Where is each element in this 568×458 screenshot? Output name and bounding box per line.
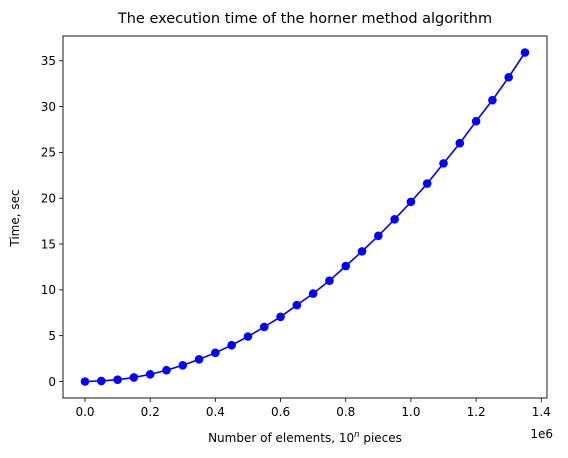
x-tick-label: 0.4 [206, 405, 225, 419]
data-point [422, 179, 432, 188]
data-point [129, 373, 139, 382]
data-point [113, 375, 122, 384]
x-axis-label-main: Number of elements, 10 [208, 431, 354, 445]
data-point [504, 72, 514, 82]
x-tick-label: 1.2 [467, 405, 486, 419]
data-point [455, 138, 465, 148]
plot-area [62, 35, 548, 399]
data-point [341, 261, 351, 271]
x-axis-label-tail: pieces [360, 431, 402, 445]
data-point [471, 116, 481, 126]
y-axis-label: Time, sec [8, 189, 22, 247]
x-axis-offset-label: 1e6 [530, 427, 553, 441]
data-point [227, 340, 236, 350]
data-point [308, 289, 318, 298]
y-tick-label: 10 [41, 283, 56, 297]
data-point [520, 48, 530, 57]
chart-title: The execution time of the horner method … [117, 11, 492, 27]
x-axis-label: Number of elements, 10n pieces [208, 430, 402, 445]
data-point [357, 247, 367, 256]
y-tick-label: 15 [41, 237, 56, 251]
x-tick-label: 0.0 [75, 405, 94, 419]
data-point [488, 95, 497, 105]
data-point [406, 197, 416, 207]
x-axis: 0.0 0.2 0.4 0.6 0.8 1.0 1.2 1.4 [75, 398, 551, 419]
y-tick-label: 35 [41, 54, 56, 68]
data-point [292, 300, 302, 310]
data-point [211, 348, 220, 358]
y-tick-label: 25 [41, 146, 56, 160]
x-tick-label: 0.6 [271, 405, 290, 419]
y-tick-label: 20 [41, 192, 56, 206]
data-point [259, 322, 269, 332]
y-tick-label: 0 [48, 375, 56, 389]
data-point [439, 159, 448, 168]
data-point [178, 360, 188, 370]
series-line [84, 52, 526, 383]
x-axis-label-exponent: n [354, 430, 359, 440]
series-layer [80, 48, 530, 386]
data-point [80, 377, 90, 386]
x-tick-label: 1.0 [401, 405, 420, 419]
data-point [325, 276, 334, 285]
data-point [194, 355, 204, 364]
data-point [276, 312, 285, 322]
data-point [162, 365, 171, 375]
data-point [145, 370, 155, 379]
y-axis: 0 5 10 15 20 25 30 35 [41, 54, 63, 389]
y-tick-label: 5 [48, 329, 56, 343]
x-tick-label: 0.2 [141, 405, 160, 419]
x-tick-label: 0.8 [336, 405, 355, 419]
y-tick-label: 30 [41, 100, 56, 114]
data-point [96, 376, 106, 386]
data-point [390, 214, 399, 224]
x-tick-label: 1.4 [532, 405, 551, 419]
data-point [243, 332, 253, 341]
data-point [374, 231, 383, 241]
